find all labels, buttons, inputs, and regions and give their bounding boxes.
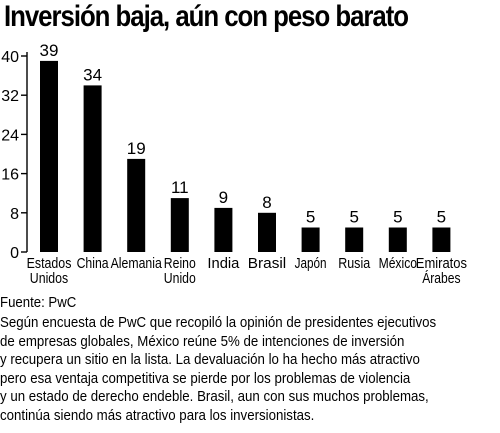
- bar: [83, 85, 102, 253]
- y-tick-label: 32: [1, 88, 19, 105]
- value-label: 5: [306, 208, 315, 227]
- value-label: 34: [83, 65, 102, 84]
- y-tick-label: 8: [10, 206, 19, 223]
- y-tick-label: 0: [10, 245, 19, 262]
- value-label: 5: [437, 208, 446, 227]
- bar: [127, 158, 146, 252]
- value-label: 8: [262, 193, 271, 212]
- value-label: 9: [219, 188, 228, 207]
- category-label: Japón: [295, 255, 327, 272]
- description-line: continúa siendo más atractivo para los i…: [0, 406, 315, 424]
- bar: [214, 207, 233, 252]
- bar: [170, 198, 189, 252]
- category-label: Estados: [27, 255, 72, 272]
- category-label: Árabes: [422, 270, 460, 287]
- category-label: Rusia: [338, 255, 371, 272]
- y-tick-label: 40: [1, 49, 19, 66]
- category-label: Alemania: [111, 255, 163, 272]
- category-label: Brasil: [248, 255, 286, 272]
- value-label: 5: [393, 208, 402, 227]
- chart-title: Inversión baja, aún con peso barato: [4, 0, 409, 33]
- value-label: 19: [127, 139, 146, 158]
- y-tick-label: 16: [1, 167, 19, 184]
- description-line: y recupera un sitio en la lista. La deva…: [0, 351, 420, 368]
- category-label: China: [77, 255, 110, 272]
- bar: [388, 227, 407, 252]
- description-line: de empresas globales, México reúne 5% de…: [0, 332, 405, 350]
- bar: [258, 212, 276, 252]
- value-label: 5: [349, 208, 358, 227]
- bar: [432, 227, 451, 252]
- description-text: Según encuesta de PwC que recopiló la op…: [0, 314, 496, 425]
- bar: [345, 227, 364, 252]
- bar: [40, 60, 58, 253]
- category-label: México: [379, 255, 417, 272]
- description-line: Según encuesta de PwC que recopiló la op…: [0, 314, 437, 331]
- source-note: Fuente: PwC: [0, 294, 77, 311]
- description-line: y un estado de derecho endeble. Brasil, …: [0, 388, 429, 405]
- y-tick-label: 24: [1, 127, 19, 144]
- value-label: 39: [40, 41, 59, 60]
- category-label: Emiratos: [416, 255, 467, 272]
- category-label: Reino: [164, 255, 196, 272]
- category-label: Unido: [164, 270, 196, 287]
- bar: [301, 227, 320, 252]
- category-label: India: [207, 255, 240, 272]
- category-label: Unidos: [30, 270, 68, 287]
- value-label: 11: [171, 178, 189, 197]
- description-line: pero esa ventaja competitiva se pierde p…: [0, 369, 411, 387]
